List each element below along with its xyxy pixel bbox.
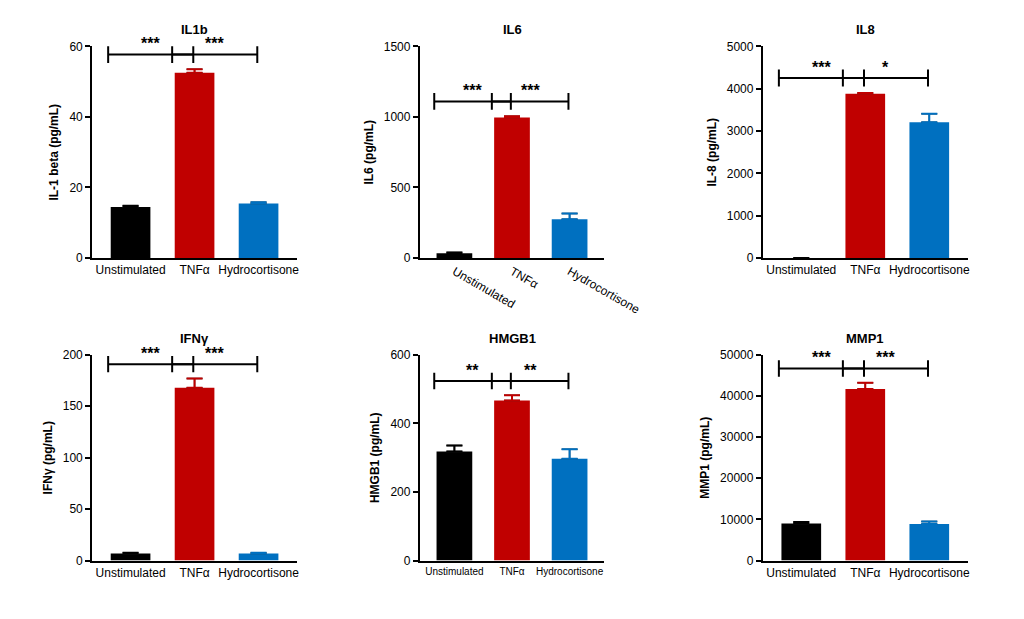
svg-text:MMP1: MMP1	[846, 331, 884, 346]
svg-text:IL-8 (pg/mL): IL-8 (pg/mL)	[705, 118, 719, 187]
svg-text:2000: 2000	[727, 167, 754, 181]
svg-text:IL6: IL6	[503, 22, 522, 37]
svg-text:1000: 1000	[384, 110, 411, 124]
svg-text:1500: 1500	[384, 40, 411, 54]
svg-text:20000: 20000	[720, 471, 754, 485]
svg-text:Hydrocortisone: Hydrocortisone	[536, 566, 604, 577]
svg-text:20: 20	[69, 181, 83, 195]
svg-text:400: 400	[390, 417, 410, 431]
svg-text:*: *	[882, 59, 889, 76]
svg-text:500: 500	[390, 181, 410, 195]
svg-text:**: **	[466, 362, 479, 379]
svg-text:***: ***	[812, 59, 831, 76]
svg-text:**: **	[524, 362, 537, 379]
svg-text:TNFα: TNFα	[850, 263, 880, 277]
svg-text:TNFα: TNFα	[850, 566, 880, 580]
svg-text:50: 50	[69, 502, 83, 516]
svg-text:MMP1 (pg/mL): MMP1 (pg/mL)	[698, 417, 712, 499]
svg-text:0: 0	[747, 251, 754, 265]
svg-text:3000: 3000	[727, 124, 754, 138]
svg-text:1000: 1000	[727, 209, 754, 223]
svg-text:***: ***	[812, 349, 831, 366]
svg-text:TNFα: TNFα	[179, 263, 209, 277]
svg-text:600: 600	[390, 348, 410, 362]
svg-text:Unstimulated: Unstimulated	[766, 263, 836, 277]
svg-text:Hydrocortisone: Hydrocortisone	[889, 263, 970, 277]
svg-text:***: ***	[205, 35, 224, 52]
svg-text:TNFα: TNFα	[499, 566, 524, 577]
svg-text:0: 0	[747, 554, 754, 568]
svg-text:Unstimulated: Unstimulated	[450, 264, 518, 311]
svg-text:***: ***	[521, 82, 540, 99]
svg-text:60: 60	[69, 40, 83, 54]
svg-text:***: ***	[463, 82, 482, 99]
svg-text:IL1b: IL1b	[181, 22, 208, 37]
svg-text:50000: 50000	[720, 348, 754, 362]
svg-text:Unstimulated: Unstimulated	[96, 263, 166, 277]
svg-text:IL8: IL8	[856, 22, 875, 37]
svg-text:30000: 30000	[720, 430, 754, 444]
svg-text:0: 0	[76, 251, 83, 265]
svg-text:40000: 40000	[720, 389, 754, 403]
svg-text:HMGB1: HMGB1	[489, 331, 536, 346]
svg-text:200: 200	[390, 485, 410, 499]
svg-text:Unstimulated: Unstimulated	[96, 566, 166, 580]
svg-text:0: 0	[76, 554, 83, 568]
svg-text:IFNγ: IFNγ	[180, 331, 209, 346]
svg-text:0: 0	[404, 251, 411, 265]
svg-text:Hydrocortisone: Hydrocortisone	[218, 263, 299, 277]
svg-text:Unstimulated: Unstimulated	[766, 566, 836, 580]
svg-text:200: 200	[63, 348, 83, 362]
svg-text:***: ***	[205, 345, 224, 362]
svg-text:5000: 5000	[727, 40, 754, 54]
svg-text:4000: 4000	[727, 82, 754, 96]
svg-text:TNFα: TNFα	[508, 264, 541, 291]
svg-text:Hydrocortisone: Hydrocortisone	[218, 566, 299, 580]
svg-text:0: 0	[404, 554, 411, 568]
svg-text:IL6 (pg/mL): IL6 (pg/mL)	[362, 120, 376, 185]
svg-text:Hydrocortisone: Hydrocortisone	[565, 264, 642, 317]
svg-text:Unstimulated: Unstimulated	[425, 566, 483, 577]
svg-text:40: 40	[69, 110, 83, 124]
svg-text:150: 150	[63, 399, 83, 413]
svg-text:Hydrocortisone: Hydrocortisone	[889, 566, 970, 580]
svg-text:TNFα: TNFα	[179, 566, 209, 580]
svg-text:HMGB1 (pg/mL): HMGB1 (pg/mL)	[368, 412, 382, 503]
svg-text:10000: 10000	[720, 513, 754, 527]
svg-text:***: ***	[141, 345, 160, 362]
svg-text:IL-1 beta (pg/mL): IL-1 beta (pg/mL)	[47, 104, 61, 201]
svg-text:IFNγ (pg/mL): IFNγ (pg/mL)	[41, 421, 55, 494]
svg-text:100: 100	[63, 451, 83, 465]
svg-text:***: ***	[141, 35, 160, 52]
svg-text:***: ***	[876, 349, 895, 366]
